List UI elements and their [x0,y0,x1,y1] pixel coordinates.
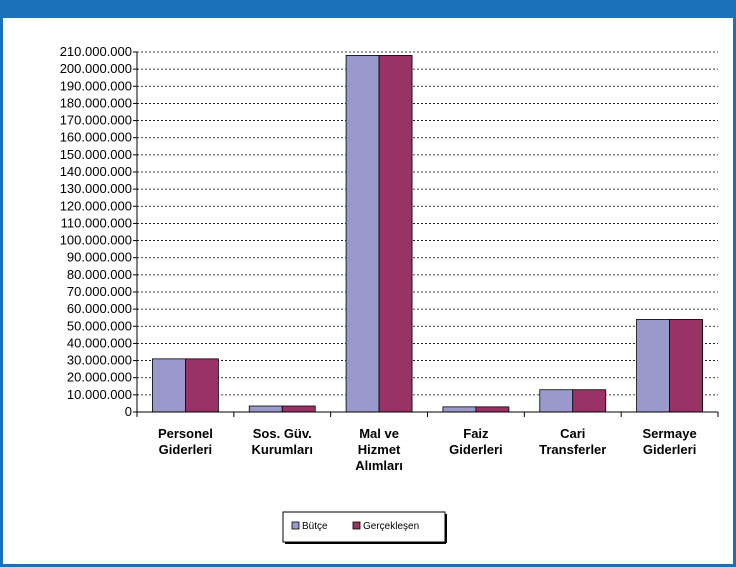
y-tick-label: 150.000.000 [60,147,132,162]
category-label: Sos. Güv. [253,426,312,441]
category-label: Hizmet [358,442,401,457]
category-label: Sermaye [642,426,696,441]
bar-butce [152,358,186,413]
legend-label-gerceklesen: Gerçekleşen [363,521,419,532]
category-label: Giderleri [159,442,212,457]
y-tick-label: 190.000.000 [60,78,132,93]
y-tick-label: 20.000.000 [67,370,132,385]
y-tick-label: 60.000.000 [67,301,132,316]
legend-swatch-butce [291,521,300,530]
category-label: Alımları [355,458,403,473]
y-tick-label: 160.000.000 [60,130,132,145]
legend-label-butce: Bütçe [302,521,328,532]
y-tick-label: 180.000.000 [60,95,132,110]
bar-butce [636,319,670,413]
y-tick-label: 110.000.000 [61,215,132,230]
y-tick-label: 70.000.000 [67,284,132,299]
bar-gerceklesen [475,406,510,413]
category-label: Faiz [463,426,489,441]
category-label: Personel [158,426,213,441]
bar-butce [345,55,380,413]
bar-gerceklesen [185,358,219,413]
y-tick-labels: 0 10.000.000 20.000.000 30.000.000 40.000.00… [60,44,137,419]
legend: Bütçe Gerçekleşen [282,511,447,544]
bar-gerceklesen [572,389,607,413]
bar-butce [248,405,283,413]
y-tick-label: 120.000.000 [60,198,132,213]
axes [136,52,719,417]
bar-butce [539,389,574,413]
category-label: Kurumları [252,442,313,457]
bars [152,55,703,413]
legend-swatch-gerceklesen [352,521,361,530]
category-label: Giderleri [449,442,502,457]
bar-butce [442,406,477,413]
y-tick-label: 50.000.000 [67,318,132,333]
bar-gerceklesen [378,55,413,413]
legend-box [282,511,446,543]
y-tick-label: 200.000.000 [60,61,132,76]
gridlines [137,51,718,396]
bar-gerceklesen [281,405,316,413]
category-label: Mal ve [359,426,399,441]
y-tick-label: 80.000.000 [67,267,132,282]
y-tick-label: 30.000.000 [67,353,132,368]
category-label: Transferler [539,442,606,457]
y-tick-label: 100.000.000 [60,233,132,248]
y-tick-label: 140.000.000 [60,164,132,179]
category-label: Cari [560,426,585,441]
y-tick-label: 0 [125,404,132,419]
category-label: Giderleri [643,442,696,457]
y-tick-label: 130.000.000 [60,181,132,196]
frame-top-bar [0,0,736,18]
y-tick-label: 210.000.000 [60,44,132,59]
bar-gerceklesen [669,319,703,413]
y-tick-label: 170.000.000 [60,113,132,128]
y-tick-label: 90.000.000 [67,250,132,265]
y-tick-label: 40.000.000 [67,335,132,350]
y-tick-label: 10.000.000 [67,387,132,402]
